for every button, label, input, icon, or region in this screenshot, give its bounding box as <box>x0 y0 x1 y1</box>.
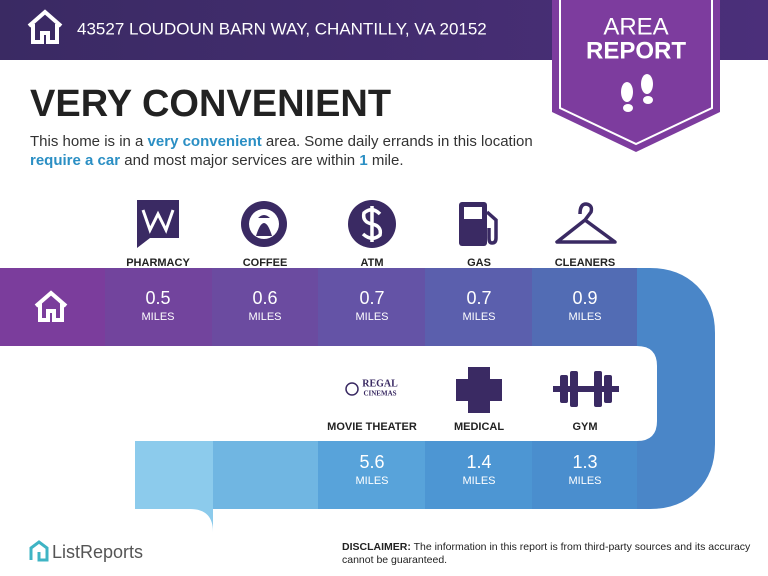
cell <box>532 431 637 509</box>
disclaimer-text: The information in this report is from t… <box>342 541 751 566</box>
badge-line: AREA <box>603 13 668 40</box>
amenity-label: CLEANERS <box>555 257 616 269</box>
amenity-label: MOVIE THEATER <box>327 421 417 433</box>
distance: 0.7 <box>359 288 384 308</box>
headline: VERY CONVENIENT <box>30 83 391 125</box>
logo-text: REGAL <box>362 378 398 389</box>
medical-icon <box>456 367 502 413</box>
cell <box>425 268 532 346</box>
amenity-label: PHARMACY <box>126 257 190 269</box>
distance: 0.9 <box>572 288 597 308</box>
unit: MILES <box>248 311 281 323</box>
address: 43527 LOUDOUN BARN WAY, CHANTILLY, VA 20… <box>77 19 487 38</box>
cell <box>212 268 318 346</box>
amenity-label: COFFEE <box>243 257 288 269</box>
amenity-label: GAS <box>467 257 491 269</box>
logo-mark <box>345 382 359 396</box>
cell <box>425 431 532 509</box>
logo-text: CINEMAS <box>363 390 396 398</box>
brand: ListReports <box>52 542 143 562</box>
amenity-label: GYM <box>572 421 597 433</box>
unit: MILES <box>141 311 174 323</box>
cleaners-icon <box>555 202 617 244</box>
cell <box>318 431 425 509</box>
highlight: very convenient <box>147 133 262 150</box>
unit: MILES <box>462 311 495 323</box>
coffee-icon <box>241 201 287 247</box>
cell <box>318 268 425 346</box>
cell <box>213 431 318 509</box>
highlight: 1 <box>359 152 368 169</box>
brand-icon <box>29 540 49 562</box>
disclaimer: DISCLAIMER: The information in this repo… <box>342 541 752 567</box>
badge-border <box>559 0 713 146</box>
amenity-label: MEDICAL <box>454 421 504 433</box>
home-icon <box>34 290 68 322</box>
distance: 0.7 <box>466 288 491 308</box>
badge <box>552 0 720 152</box>
cell <box>532 268 637 346</box>
description-text: This home is in a <box>30 133 148 150</box>
unit: MILES <box>355 311 388 323</box>
distance: 5.6 <box>359 452 384 472</box>
unit: MILES <box>568 475 601 487</box>
distance: 1.3 <box>572 452 597 472</box>
home-icon <box>27 9 63 44</box>
disclaimer-label: DISCLAIMER: <box>342 541 411 553</box>
gym-icon <box>553 371 619 407</box>
gas-icon <box>459 202 498 246</box>
description-text: mile. <box>367 152 404 169</box>
distance: 0.5 <box>145 288 170 308</box>
unit: MILES <box>462 475 495 487</box>
distance: 0.6 <box>252 288 277 308</box>
unit: MILES <box>355 475 388 487</box>
unit: MILES <box>568 311 601 323</box>
pharmacy-icon <box>137 200 179 248</box>
description-text: and most major services are within <box>120 152 360 169</box>
highlight: require a car <box>30 152 121 169</box>
badge-line: REPORT <box>586 37 686 64</box>
atm-icon <box>348 200 396 248</box>
distance: 1.4 <box>466 452 491 472</box>
description-text: area. Some daily errands in this locatio… <box>261 133 533 150</box>
description: This home is in a very convenient area. … <box>30 132 550 170</box>
amenity-label: ATM <box>360 257 383 269</box>
cell <box>105 268 212 346</box>
footprints <box>621 74 653 112</box>
inner-gap <box>0 509 213 576</box>
inner-gap <box>0 346 657 441</box>
home-cell <box>0 268 105 346</box>
